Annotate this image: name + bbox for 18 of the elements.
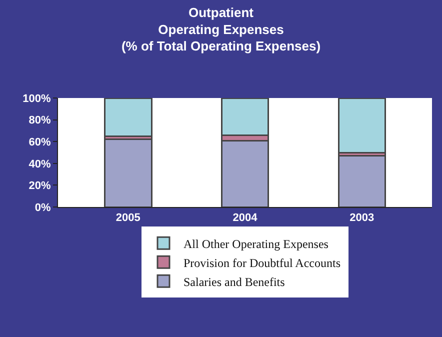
y-tick-label: 60% xyxy=(28,136,52,148)
x-tick-label: 2004 xyxy=(232,212,258,224)
y-tick-label: 0% xyxy=(34,202,52,214)
legend-label: All Other Operating Expenses xyxy=(184,236,329,251)
y-tick-label: 20% xyxy=(28,180,52,192)
x-tick-label: 2003 xyxy=(350,212,374,224)
bar xyxy=(104,138,152,207)
y-tick-label: 80% xyxy=(28,114,52,127)
y-tick-label: 100% xyxy=(22,92,52,105)
bar xyxy=(220,140,270,207)
legend-label: Provision for Doubtful Accounts xyxy=(184,256,341,270)
chart-title: Outpatient Operating Expenses (% of Total Operating Expenses) xyxy=(121,4,321,54)
x-tick-label: 2005 xyxy=(116,212,140,224)
y-tick-label: 40% xyxy=(28,158,52,170)
legend-label: Salaries and Benefits xyxy=(184,274,286,289)
bar xyxy=(338,98,386,154)
bar xyxy=(338,155,386,207)
bar xyxy=(104,98,152,137)
